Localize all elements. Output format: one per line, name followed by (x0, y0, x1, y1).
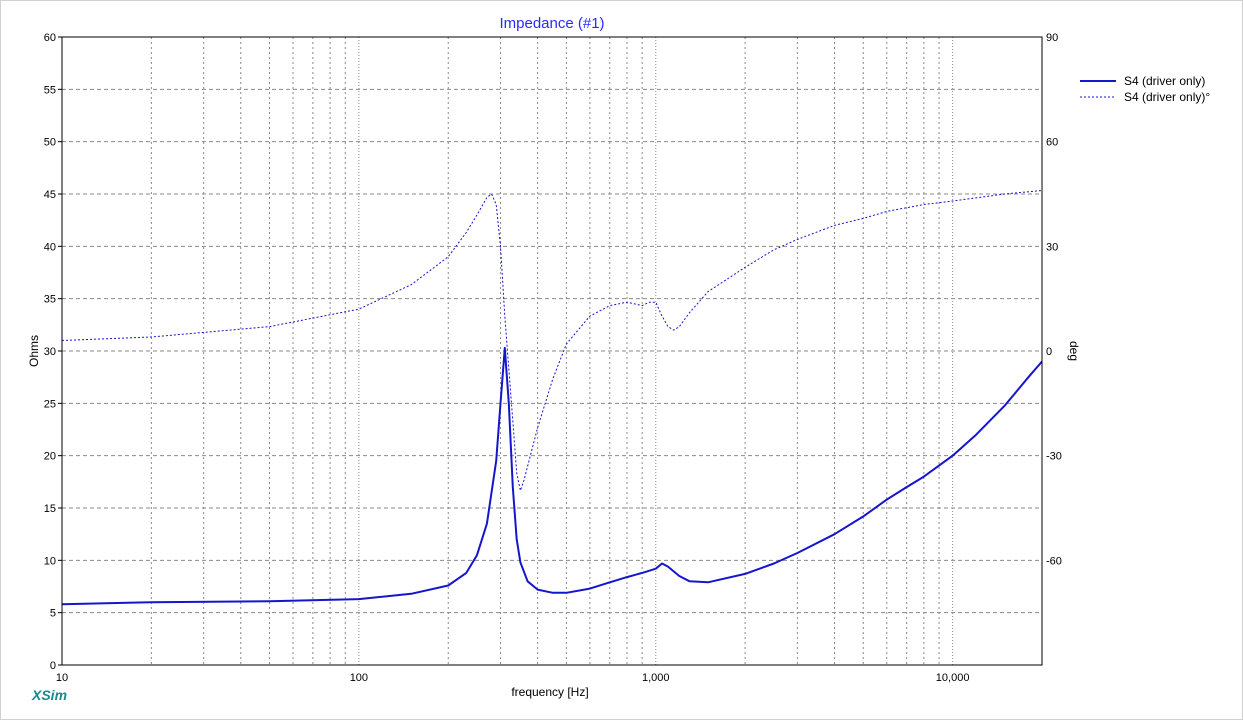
y-tick-label: 40 (44, 241, 56, 253)
series-line-0 (61, 346, 1043, 606)
y2-tick-label: 30 (1046, 241, 1058, 253)
y2-tick-label: 90 (1046, 32, 1058, 44)
y-tick-label: 5 (50, 608, 56, 620)
y-tick-label: 15 (44, 503, 56, 515)
x-tick-label: 10,000 (936, 672, 970, 684)
y2-axis-label: deg (1067, 341, 1081, 361)
y2-tick-label: 0 (1046, 346, 1052, 358)
grid (62, 37, 1042, 665)
y-tick-label: 25 (44, 398, 56, 410)
xsim-brand-logo: XSim (31, 687, 67, 703)
y-tick-label: 20 (44, 451, 56, 463)
y2-tick-label: -30 (1046, 451, 1062, 463)
legend-entry-1: S4 (driver only)° (1124, 90, 1210, 104)
y2-tick-label: 60 (1046, 137, 1058, 149)
y-tick-label: 0 (50, 660, 56, 672)
y2-tick-label: -60 (1046, 555, 1062, 567)
legend-entry-0: S4 (driver only) (1124, 74, 1205, 88)
x-tick-label: 1,000 (642, 672, 670, 684)
y-tick-label: 10 (44, 555, 56, 567)
chart-title: Impedance (#1) (499, 15, 604, 32)
y-tick-label: 35 (44, 294, 56, 306)
y-axis-label: Ohms (27, 335, 41, 367)
x-tick-label: 100 (350, 672, 368, 684)
series-line-1 (61, 190, 1043, 492)
legend: S4 (driver only) S4 (driver only)° (1080, 74, 1210, 104)
y-tick-label: 30 (44, 346, 56, 358)
y-tick-label: 45 (44, 189, 56, 201)
tick-labels: 0 5 10 15 20 25 30 35 40 45 50 55 60 -60 -30 0 30 60 90 10 1… (44, 32, 1062, 684)
y-tick-label: 55 (44, 84, 56, 96)
x-axis-label: frequency [Hz] (511, 685, 588, 699)
y-tick-label: 50 (44, 137, 56, 149)
series-layer (61, 190, 1043, 606)
y-tick-label: 60 (44, 32, 56, 44)
x-tick-label: 10 (56, 672, 68, 684)
